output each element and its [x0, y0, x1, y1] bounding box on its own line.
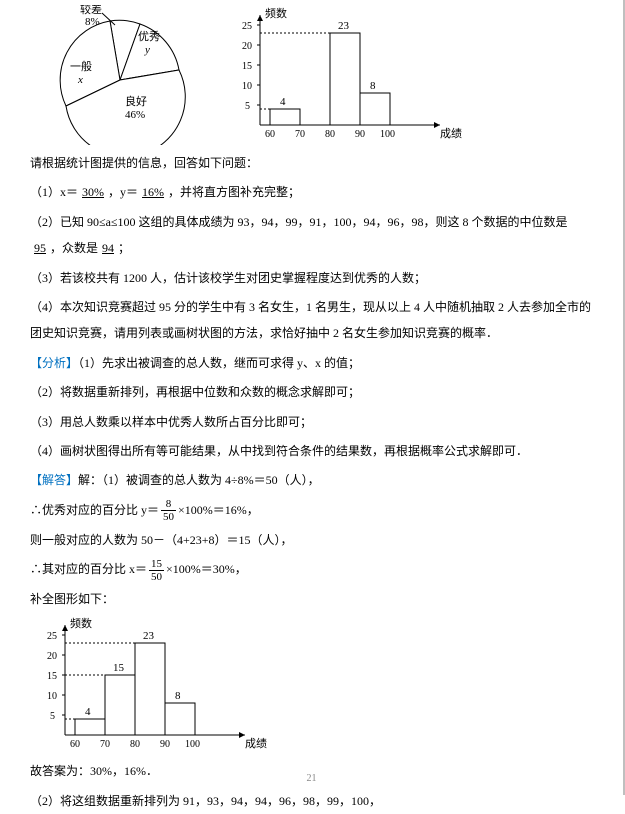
- bar-chart-1: 频数 成绩 5 10 15 20 25 60 70 80 90 100 4 2: [230, 5, 470, 145]
- svg-text:60: 60: [265, 129, 275, 140]
- pie-label-good-1: 良好: [125, 94, 147, 108]
- svg-text:4: 4: [280, 96, 286, 108]
- solve-4: ∴其对应的百分比 x＝1550×100%＝30%，: [30, 556, 593, 583]
- question-2: （2）已知 90≤a≤100 这组的具体成绩为 93，94，99，91，100，…: [30, 209, 593, 262]
- svg-text:25: 25: [242, 21, 252, 32]
- svg-text:60: 60: [70, 739, 80, 750]
- svg-text:20: 20: [47, 651, 57, 662]
- svg-text:5: 5: [245, 101, 250, 112]
- bar2-xlabel: 成绩: [245, 737, 267, 750]
- pie-label-excellent-2: y: [144, 44, 150, 56]
- svg-text:90: 90: [355, 129, 365, 140]
- svg-text:25: 25: [47, 631, 57, 642]
- fraction-2: 1550: [149, 558, 164, 583]
- analysis-3: （3）用总人数乘以样本中优秀人数所占百分比即可；: [30, 409, 593, 435]
- svg-text:100: 100: [185, 739, 200, 750]
- svg-text:23: 23: [143, 630, 155, 642]
- solve-7: （2）将这组数据重新排列为 91，93，94，94，96，98，99，100，: [30, 788, 593, 814]
- question-1: （1）x＝30%，y＝16%，并将直方图补充完整；: [30, 179, 593, 205]
- top-charts-row: 较差 8% 优秀 y 一般 x 良好 46% 频数 成绩 5 10 15 20 …: [30, 5, 593, 145]
- pie-chart: 较差 8% 优秀 y 一般 x 良好 46%: [30, 5, 210, 145]
- analysis-block: 【分析】（1）先求出被调查的总人数，继而可求得 y、x 的值；: [30, 350, 593, 376]
- pie-label-normal-1: 一般: [70, 60, 92, 73]
- q1-answer-1: 30%: [78, 185, 108, 199]
- bar1-xlabel: 成绩: [440, 127, 462, 140]
- analysis-2: （2）将数据重新排列，再根据中位数和众数的概念求解即可；: [30, 379, 593, 405]
- svg-text:10: 10: [47, 691, 57, 702]
- solve-1: 【解答】解：（1）被调查的总人数为 4÷8%＝50（人），: [30, 467, 593, 493]
- svg-text:20: 20: [242, 41, 252, 52]
- question-4: （4）本次知识竞赛超过 95 分的学生中有 3 名女生，1 名男生，现从以上 4…: [30, 294, 593, 347]
- bar1-ylabel: 频数: [265, 6, 287, 20]
- svg-text:5: 5: [50, 711, 55, 722]
- solve-3: 则一般对应的人数为 50－（4+23+8）＝15（人），: [30, 527, 593, 553]
- analysis-label: 【分析】: [30, 356, 78, 370]
- svg-text:10: 10: [242, 81, 252, 92]
- pie-label-poor-2: 8%: [85, 16, 100, 28]
- pie-label-normal-2: x: [77, 74, 83, 86]
- svg-text:70: 70: [100, 739, 110, 750]
- analysis-4: （4）画树状图得出所有等可能结果，从中找到符合条件的结果数，再根据概率公式求解即…: [30, 438, 593, 464]
- solve-2: ∴优秀对应的百分比 y＝850×100%＝16%，: [30, 497, 593, 524]
- bar2-ylabel: 频数: [70, 616, 92, 630]
- svg-text:15: 15: [47, 671, 57, 682]
- question-3: （3）若该校共有 1200 人，估计该校学生对团史掌握程度达到优秀的人数；: [30, 265, 593, 291]
- solve-label: 【解答】: [30, 473, 78, 487]
- solve-5: 补全图形如下：: [30, 586, 593, 612]
- svg-text:80: 80: [325, 129, 335, 140]
- svg-text:80: 80: [130, 739, 140, 750]
- svg-text:4: 4: [85, 706, 91, 718]
- q2-answer-1: 95: [30, 241, 50, 255]
- page-number: 21: [0, 768, 623, 790]
- pie-label-excellent-1: 优秀: [138, 30, 160, 43]
- svg-text:90: 90: [160, 739, 170, 750]
- bar-chart-2: 频数 成绩 5 10 15 20 25 60 70 80 90 100 4 15…: [35, 615, 275, 755]
- intro-text: 请根据统计图提供的信息，回答如下问题：: [30, 150, 593, 176]
- svg-text:8: 8: [175, 690, 181, 702]
- svg-text:70: 70: [295, 129, 305, 140]
- svg-text:15: 15: [242, 61, 252, 72]
- q1-answer-2: 16%: [138, 185, 168, 199]
- svg-text:15: 15: [113, 662, 125, 674]
- svg-text:100: 100: [380, 129, 395, 140]
- pie-label-good-2: 46%: [125, 109, 145, 121]
- q2-answer-2: 94: [98, 241, 118, 255]
- svg-text:23: 23: [338, 20, 350, 32]
- svg-text:8: 8: [370, 80, 376, 92]
- pie-label-poor-1: 较差: [80, 5, 102, 16]
- fraction-1: 850: [161, 498, 176, 523]
